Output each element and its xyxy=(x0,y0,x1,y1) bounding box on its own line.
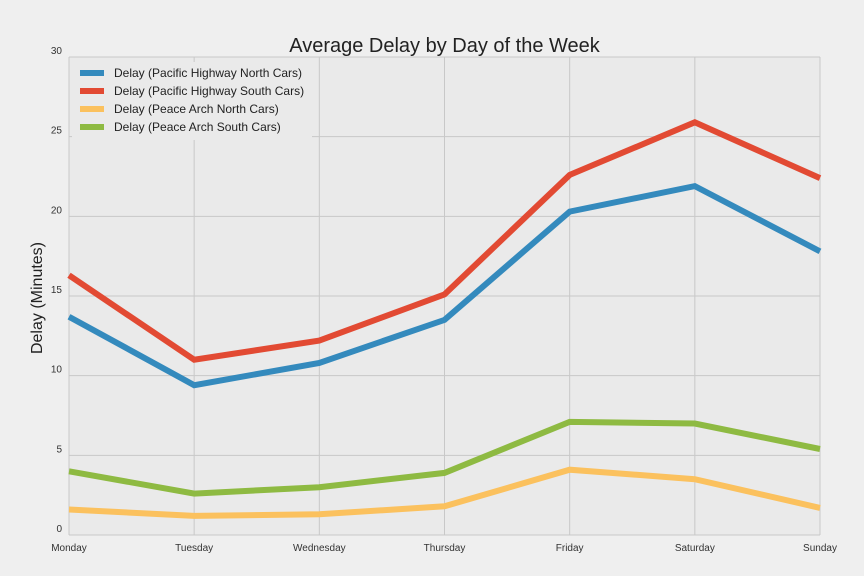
x-tick-label: Thursday xyxy=(424,543,466,554)
x-tick-label: Tuesday xyxy=(175,543,213,554)
x-tick-label: Sunday xyxy=(803,543,837,554)
y-tick-label: 0 xyxy=(56,524,62,535)
x-tick-label: Wednesday xyxy=(293,543,346,554)
legend-label: Delay (Peace Arch South Cars) xyxy=(114,120,281,134)
x-tick-labels: Monday Tuesday Wednesday Thursday Friday Satu… xyxy=(51,543,837,554)
series-line-2 xyxy=(67,119,822,363)
y-tick-label: 20 xyxy=(51,205,63,216)
y-tick-label: 30 xyxy=(51,46,63,57)
y-axis-label: Delay (Minutes) xyxy=(29,242,46,354)
y-tick-labels: 0 5 10 15 20 25 30 xyxy=(51,46,63,535)
legend-label: Delay (Pacific Highway North Cars) xyxy=(114,66,302,80)
chart-title: Average Delay by Day of the Week xyxy=(289,35,601,57)
legend: Delay (Pacific Highway North Cars) Delay … xyxy=(72,62,312,140)
legend-label: Delay (Pacific Highway South Cars) xyxy=(114,84,304,98)
series-line-1 xyxy=(67,182,822,389)
y-tick-label: 15 xyxy=(51,285,63,296)
y-tick-label: 5 xyxy=(56,444,62,455)
y-tick-label: 10 xyxy=(51,365,63,376)
legend-box xyxy=(72,62,312,140)
x-tick-label: Friday xyxy=(556,543,584,554)
x-tick-label: Saturday xyxy=(675,543,715,554)
x-tick-label: Monday xyxy=(51,543,87,554)
series-line-3 xyxy=(68,466,821,519)
y-tick-label: 25 xyxy=(51,126,63,137)
legend-label: Delay (Peace Arch North Cars) xyxy=(114,102,279,116)
series-line-4 xyxy=(68,418,821,497)
series-lines xyxy=(67,119,822,519)
